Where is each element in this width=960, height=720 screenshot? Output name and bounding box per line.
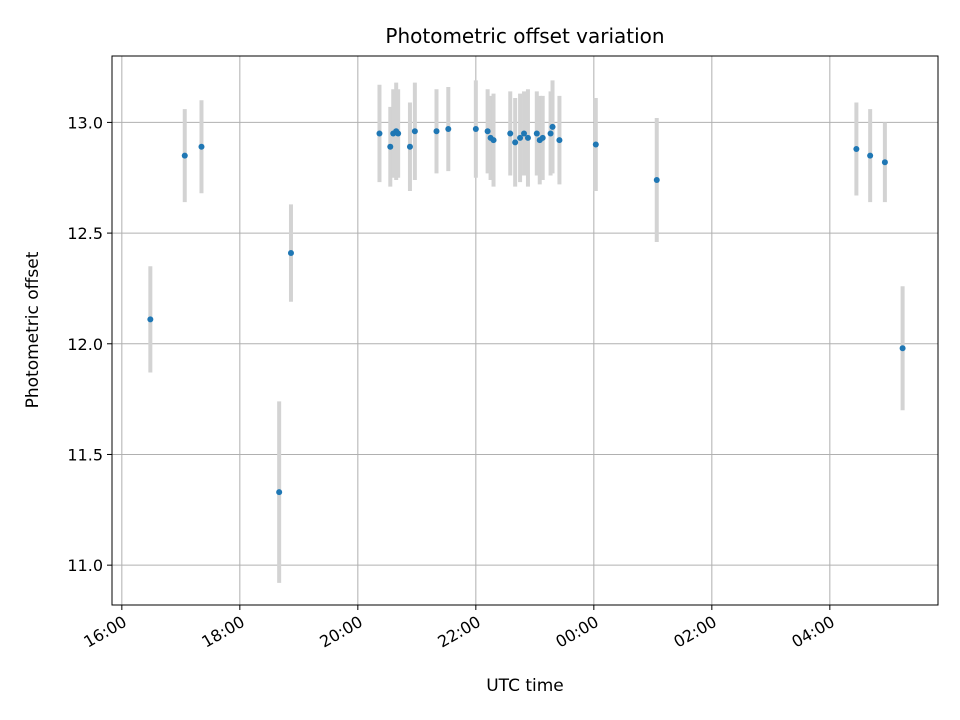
x-axis-label: UTC time bbox=[486, 676, 564, 696]
data-point bbox=[287, 250, 294, 257]
data-point bbox=[556, 137, 563, 144]
data-point bbox=[539, 134, 546, 141]
data-point bbox=[198, 143, 205, 150]
data-point bbox=[512, 139, 519, 146]
y-tick-label: 13.0 bbox=[67, 113, 103, 132]
y-tick-label: 12.5 bbox=[67, 224, 103, 243]
data-point bbox=[547, 130, 554, 137]
plot-frame bbox=[111, 55, 939, 606]
data-point bbox=[147, 316, 154, 323]
data-point bbox=[276, 489, 283, 496]
data-point bbox=[533, 130, 540, 137]
data-point bbox=[653, 176, 660, 183]
y-axis: 11.0 11.5 12.0 12.5 13.0 bbox=[67, 113, 112, 575]
chart-title: Photometric offset variation bbox=[385, 24, 664, 48]
y-tick-label: 12.0 bbox=[67, 335, 103, 354]
data-point bbox=[376, 130, 383, 137]
data-point bbox=[549, 123, 556, 130]
data-point bbox=[406, 143, 413, 150]
data-point bbox=[395, 130, 402, 137]
data-point bbox=[433, 128, 440, 135]
data-points bbox=[147, 123, 906, 496]
y-tick-label: 11.5 bbox=[67, 445, 103, 464]
data-point bbox=[524, 134, 531, 141]
data-point bbox=[445, 126, 452, 133]
data-point bbox=[507, 130, 514, 137]
data-point bbox=[853, 145, 860, 152]
data-point bbox=[490, 137, 497, 144]
data-point bbox=[181, 152, 188, 159]
data-point bbox=[517, 134, 524, 141]
data-point bbox=[484, 128, 491, 135]
data-point bbox=[881, 159, 888, 166]
data-point bbox=[411, 128, 418, 135]
data-point bbox=[387, 143, 394, 150]
data-point bbox=[899, 345, 906, 352]
data-point bbox=[521, 130, 528, 137]
data-point bbox=[592, 141, 599, 148]
data-point bbox=[472, 126, 479, 133]
y-tick-label: 11.0 bbox=[67, 556, 103, 575]
data-point bbox=[867, 152, 874, 159]
y-axis-label: Photometric offset bbox=[23, 251, 43, 408]
